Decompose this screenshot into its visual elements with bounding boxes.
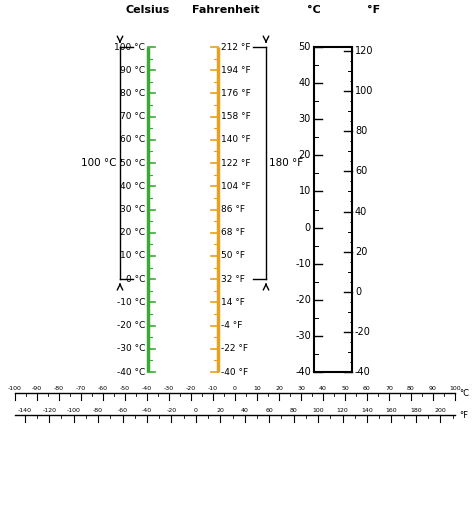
Text: 100 °C: 100 °C	[82, 158, 117, 168]
Text: 20: 20	[355, 247, 367, 257]
Text: Fahrenheit: Fahrenheit	[192, 5, 260, 15]
Text: 40: 40	[355, 206, 367, 217]
Text: 10: 10	[299, 187, 311, 196]
Text: -30: -30	[295, 331, 311, 341]
Text: 80 °C: 80 °C	[120, 89, 145, 98]
Text: -20: -20	[295, 295, 311, 305]
Text: 0 °C: 0 °C	[126, 274, 145, 284]
Text: -90: -90	[32, 386, 42, 391]
Text: 50: 50	[341, 386, 349, 391]
Text: 90: 90	[429, 386, 437, 391]
Text: °C: °C	[459, 388, 469, 398]
Text: 10 °C: 10 °C	[120, 251, 145, 261]
Text: -140: -140	[18, 408, 32, 413]
Text: -10: -10	[208, 386, 218, 391]
Text: 86 °F: 86 °F	[221, 205, 245, 214]
Text: -40: -40	[355, 367, 371, 377]
Text: 176 °F: 176 °F	[221, 89, 251, 98]
Text: 120: 120	[355, 46, 374, 56]
Text: 212 °F: 212 °F	[221, 42, 250, 52]
Text: 80: 80	[407, 386, 415, 391]
Text: -10: -10	[295, 259, 311, 269]
Text: 32 °F: 32 °F	[221, 274, 245, 284]
Text: 20: 20	[299, 150, 311, 160]
Text: -20 °C: -20 °C	[117, 321, 145, 330]
Text: -20: -20	[166, 408, 176, 413]
Text: 160: 160	[386, 408, 397, 413]
Text: -40: -40	[142, 408, 152, 413]
Text: 30: 30	[297, 386, 305, 391]
Text: Celsius: Celsius	[126, 5, 170, 15]
Text: 20: 20	[217, 408, 224, 413]
Text: -40 °C: -40 °C	[117, 367, 145, 377]
Text: 70 °C: 70 °C	[120, 112, 145, 121]
Text: 0: 0	[194, 408, 198, 413]
Text: 100: 100	[449, 386, 461, 391]
Text: -30 °C: -30 °C	[117, 344, 145, 353]
Text: 120: 120	[337, 408, 348, 413]
Text: 60: 60	[355, 167, 367, 176]
Text: -40 °F: -40 °F	[221, 367, 248, 377]
Text: -40: -40	[295, 367, 311, 377]
Text: 100: 100	[355, 86, 374, 96]
Text: 50 °C: 50 °C	[120, 158, 145, 168]
Text: -80: -80	[93, 408, 103, 413]
Text: -60: -60	[98, 386, 108, 391]
Text: 40: 40	[319, 386, 327, 391]
Text: -100: -100	[67, 408, 81, 413]
Text: -20: -20	[355, 327, 371, 337]
Text: 50 °F: 50 °F	[221, 251, 245, 261]
Text: °F: °F	[367, 5, 381, 15]
Text: 40: 40	[299, 78, 311, 88]
Text: 50: 50	[299, 42, 311, 52]
Text: 180 °F: 180 °F	[269, 158, 303, 168]
Text: 14 °F: 14 °F	[221, 298, 245, 307]
Text: -40: -40	[142, 386, 152, 391]
Text: 140: 140	[361, 408, 373, 413]
Text: 180: 180	[410, 408, 422, 413]
Text: 100: 100	[312, 408, 324, 413]
Text: 200: 200	[435, 408, 446, 413]
Text: 60: 60	[363, 386, 371, 391]
Text: °F: °F	[459, 410, 468, 420]
Text: 30 °C: 30 °C	[120, 205, 145, 214]
Text: 40 °C: 40 °C	[120, 182, 145, 191]
Text: -70: -70	[76, 386, 86, 391]
Text: 60: 60	[265, 408, 273, 413]
Text: 0: 0	[305, 223, 311, 233]
Text: -50: -50	[120, 386, 130, 391]
Text: -20: -20	[186, 386, 196, 391]
Text: -10 °C: -10 °C	[117, 298, 145, 307]
Text: 194 °F: 194 °F	[221, 66, 251, 75]
Text: 60 °C: 60 °C	[120, 135, 145, 144]
Text: 122 °F: 122 °F	[221, 158, 250, 168]
Text: -30: -30	[164, 386, 174, 391]
Text: 140 °F: 140 °F	[221, 135, 251, 144]
Text: 100 °C: 100 °C	[114, 42, 145, 52]
Text: 0: 0	[355, 287, 361, 297]
Text: -100: -100	[8, 386, 22, 391]
Text: -60: -60	[118, 408, 128, 413]
Text: 30: 30	[299, 114, 311, 124]
Text: 158 °F: 158 °F	[221, 112, 251, 121]
Text: 104 °F: 104 °F	[221, 182, 251, 191]
Text: 20 °C: 20 °C	[120, 228, 145, 237]
Text: 80: 80	[355, 126, 367, 136]
Text: 80: 80	[290, 408, 298, 413]
Text: -120: -120	[42, 408, 56, 413]
Text: -80: -80	[54, 386, 64, 391]
Text: 0: 0	[233, 386, 237, 391]
Text: 10: 10	[253, 386, 261, 391]
Text: -22 °F: -22 °F	[221, 344, 248, 353]
Text: 70: 70	[385, 386, 393, 391]
Text: 90 °C: 90 °C	[120, 66, 145, 75]
Text: -4 °F: -4 °F	[221, 321, 242, 330]
Text: °C: °C	[307, 5, 321, 15]
Text: 40: 40	[241, 408, 249, 413]
Text: 20: 20	[275, 386, 283, 391]
Text: 68 °F: 68 °F	[221, 228, 245, 237]
